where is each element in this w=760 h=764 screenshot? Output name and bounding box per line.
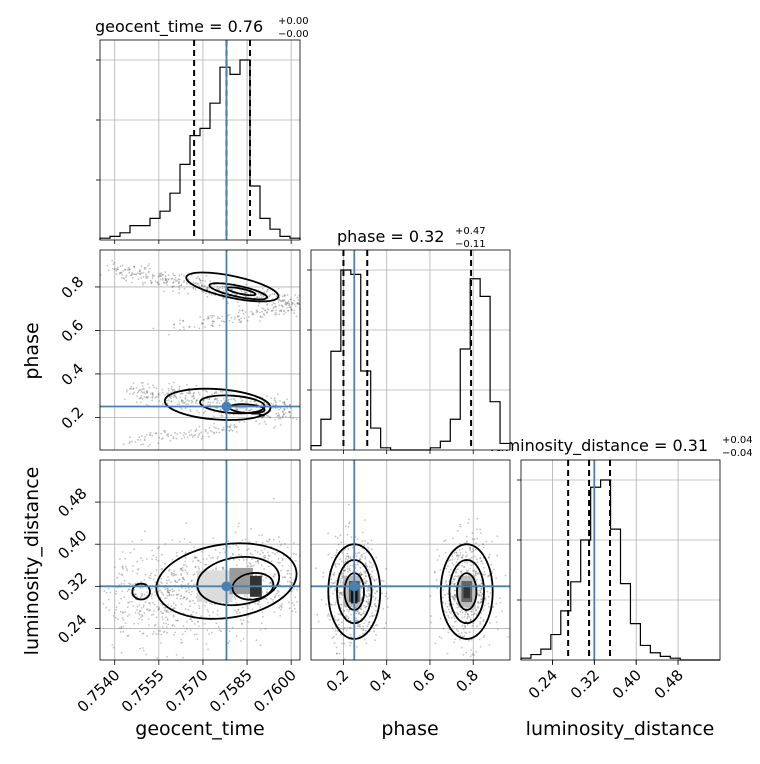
xtick-label-luminosity-distance-3: 0.48 <box>651 666 687 702</box>
xlabel-geocent-time: geocent_time <box>135 718 264 740</box>
ytick-label-phase-0: 0.2 <box>58 403 88 433</box>
panel-phase-vs-luminosity-distance-border <box>310 459 511 661</box>
panel-geocent-time-vs-luminosity-distance-contour-island <box>131 582 151 601</box>
ytick-label-luminosity-distance-2: 0.40 <box>54 527 90 563</box>
ytick-label-phase-1: 0.4 <box>58 360 88 390</box>
title-luminosity-distance-sup: +0.04 <box>722 435 753 446</box>
panel-geocent-time-vs-phase-bg <box>100 250 300 450</box>
xtick-label-geocent-time-2: 0.7570 <box>162 666 212 716</box>
panel-geocent-time-vs-phase-border <box>99 249 301 451</box>
panel-phase-vs-luminosity-distance-contour-right-outer <box>439 543 494 640</box>
title-phase: phase = 0.32 <box>337 227 444 246</box>
panel-geocent-time-vs-luminosity-distance-contour-outer <box>155 542 298 620</box>
hist-panel-geocent-time-border <box>99 39 301 241</box>
xtick-label-phase-3: 0.8 <box>452 666 482 696</box>
ytick-label-luminosity-distance-0: 0.24 <box>54 611 90 647</box>
panel-geocent-time-vs-luminosity-distance-truth-point <box>221 581 232 592</box>
xtick-label-geocent-time-1: 0.7555 <box>118 666 168 716</box>
title-luminosity-distance-sub: −0.04 <box>722 448 753 459</box>
xtick-label-phase-0: 0.2 <box>323 666 353 696</box>
title-geocent-time: geocent_time = 0.76 <box>95 17 263 37</box>
panel-geocent-time-vs-phase-contour-upper-outer <box>185 271 280 303</box>
hist-panel-phase-border <box>310 249 511 451</box>
title-geocent-time-sub: −0.00 <box>278 29 309 40</box>
ytick-label-luminosity-distance-1: 0.32 <box>54 569 90 605</box>
xtick-label-phase-2: 0.6 <box>409 666 439 696</box>
xtick-label-geocent-time-0: 0.7540 <box>74 666 124 716</box>
panel-phase-vs-luminosity-distance-contour-right-inner <box>456 572 478 611</box>
panel-geocent-time-vs-phase-scatter <box>99 259 301 448</box>
title-phase-sup: +0.47 <box>455 226 486 237</box>
panel-geocent-time-vs-phase-truth-point <box>221 401 232 412</box>
ytick-label-phase-3: 0.8 <box>58 273 88 303</box>
ytick-label-luminosity-distance-3: 0.48 <box>54 484 90 520</box>
title-luminosity-distance: luminosity_distance = 0.31 <box>490 436 708 456</box>
hist-panel-geocent-time-hist-line <box>99 59 301 240</box>
panel-geocent-time-vs-phase-contour-upper-mid <box>208 282 268 301</box>
title-geocent-time-sup: +0.00 <box>278 16 309 27</box>
panel-phase-vs-luminosity-distance-density-5 <box>463 585 470 599</box>
panel-geocent-time-vs-luminosity-distance-bg <box>100 460 300 660</box>
panel-geocent-time-vs-phase-contour-lower-outer <box>163 387 272 421</box>
ylabel-phase: phase <box>21 322 43 379</box>
xlabel-luminosity-distance: luminosity_distance <box>526 718 715 740</box>
hist-panel-geocent-time-bg <box>100 40 300 240</box>
xtick-label-geocent-time-3: 0.7585 <box>206 666 256 716</box>
xtick-label-geocent-time-4: 0.7600 <box>250 666 300 716</box>
xtick-label-phase-1: 0.4 <box>366 666 396 696</box>
panel-geocent-time-vs-luminosity-distance-contour-inner <box>231 572 275 601</box>
xlabel-phase: phase <box>381 718 438 740</box>
ylabel-luminosity-distance: luminosity_distance <box>21 467 43 656</box>
panel-geocent-time-vs-luminosity-distance-border <box>99 459 301 661</box>
xtick-label-luminosity-distance-1: 0.32 <box>567 666 603 702</box>
xtick-label-luminosity-distance-0: 0.24 <box>525 666 561 702</box>
xtick-label-luminosity-distance-2: 0.40 <box>609 666 645 702</box>
ytick-label-phase-2: 0.6 <box>58 316 88 346</box>
panel-phase-vs-luminosity-distance-contour-right-mid <box>448 559 485 625</box>
hist-panel-luminosity-distance-border <box>520 459 721 661</box>
panel-phase-vs-luminosity-distance-truth-point <box>349 581 360 592</box>
title-phase-sub: −0.11 <box>455 239 486 250</box>
panel-phase-vs-luminosity-distance-bg <box>311 460 510 660</box>
